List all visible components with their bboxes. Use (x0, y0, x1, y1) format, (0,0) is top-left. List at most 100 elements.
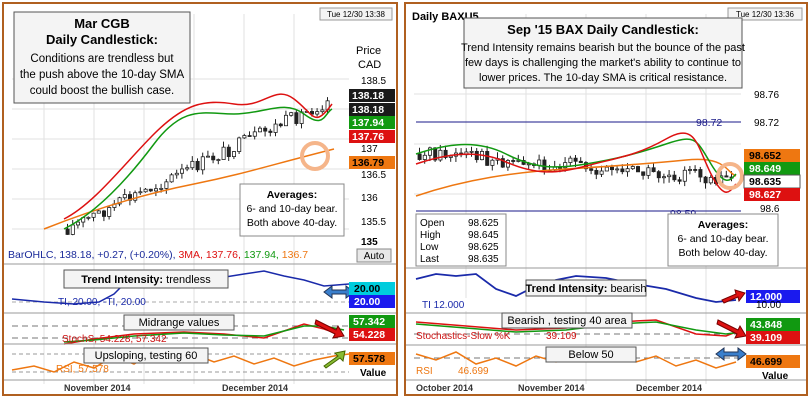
right-ohlc-high-k: High (420, 230, 441, 241)
candle-body (490, 159, 495, 166)
right-callout: Sep '15 BAX Daily Candlestick: Trend Int… (461, 17, 745, 89)
candle-body (252, 131, 257, 137)
right-ti-badge-2: 10.00 (756, 300, 781, 311)
candle-body (573, 157, 578, 162)
left-badge-4: 137.76 (352, 131, 384, 143)
left-tick-6: 135 (361, 237, 378, 248)
left-rsi-arrow-icon (323, 350, 346, 369)
left-rsi-badge: 57.578 (353, 353, 385, 365)
right-badge-4: 98.627 (749, 189, 781, 201)
left-auto-button[interactable] (356, 248, 392, 263)
left-ti-label: Trend Intensity: trendless (81, 274, 211, 286)
candle-body (568, 157, 573, 163)
left-ti-badge-1: 20.00 (354, 283, 380, 295)
candle-body (485, 151, 490, 166)
left-badge-1: 138.18 (352, 90, 384, 102)
right-ohlc-low-v: 98.625 (468, 242, 499, 253)
candle-body (86, 216, 91, 219)
candle-body (257, 127, 262, 133)
candle-body (315, 111, 320, 115)
right-chart-panel: 98.72 98.59 Daily BAXU5 Tue 12/30 13:36 … (404, 2, 808, 396)
right-stoch-badge-2: 39.109 (750, 332, 782, 344)
left-ti-state: trendless (166, 274, 211, 286)
right-ohlc-open-v: 98.625 (468, 218, 499, 229)
right-ohlc-low-k: Low (420, 242, 439, 253)
candle-body (169, 174, 174, 183)
candle-body (143, 188, 148, 193)
right-stoch-arrow-icon (716, 319, 747, 339)
right-averages-line-3: Both below 40-day. (678, 247, 767, 259)
candle-body (153, 188, 158, 192)
left-legend: BarOHLC, 138.18, +0.27, (+0.20%), 3MA, 1… (8, 249, 308, 261)
left-xlabel-1: November 2014 (64, 383, 131, 393)
right-stoch-pane: Bearish , testing 40 area Stochastics-Sl… (414, 312, 800, 344)
left-ti-pane: Trend Intensity: trendless TI, 20.00, -T… (11, 269, 395, 308)
candle-body (148, 188, 153, 192)
left-legend-ma-orange: 136.7 (282, 249, 308, 261)
candle-body (159, 187, 164, 190)
right-callout-line-3: lower prices. The 10-day SMA is critical… (479, 72, 727, 84)
right-badge-2: 98.649 (749, 163, 781, 175)
right-xlabel-3: December 2014 (636, 383, 702, 393)
candle-body (667, 174, 672, 178)
right-tick-2: 98.72 (754, 118, 779, 129)
candle-body (630, 166, 635, 170)
left-price-badges: 138.18 138.18 137.94 137.76 136.79 (349, 89, 395, 169)
left-badge-2: 138.18 (352, 104, 384, 116)
candle-body (625, 168, 630, 173)
left-rsi-readout: RSI, 57.578 (56, 364, 109, 375)
candle-body (195, 160, 200, 171)
left-stoch-d-line (63, 325, 345, 343)
left-stoch-pane: Midrange values StochS, 54.228, 57.342 5… (12, 314, 395, 345)
candle-body (677, 179, 682, 182)
right-rsi-readout: RSI (416, 366, 433, 377)
candle-body (70, 224, 75, 235)
candle-body (185, 167, 190, 170)
right-ti-label: Trend Intensity: bearish (525, 283, 646, 295)
left-sma10-line (63, 106, 333, 230)
right-ti-arrow-icon (721, 289, 746, 304)
candle-body (133, 192, 138, 201)
left-rsi-pane: Upsloping, testing 60 RSI, 57.578 57.578… (11, 347, 395, 379)
left-xlabel-2: December 2014 (222, 383, 288, 393)
left-tick-1: 138.5 (361, 76, 386, 87)
candle-body (190, 160, 195, 169)
left-ti-readout: TI, 20.00, -TI, 20.00 (58, 297, 146, 308)
candle-body (309, 111, 314, 115)
candle-body (469, 150, 474, 153)
right-ti-state: bearish (610, 283, 646, 295)
candle-body (102, 210, 107, 217)
candle-body (174, 172, 179, 176)
candle-body (216, 159, 221, 161)
right-callout-line-1: Trend Intensity remains bearish but the … (461, 42, 745, 54)
candle-body (563, 162, 568, 169)
candle-body (221, 146, 226, 160)
left-callout-title-1: Mar CGB (74, 16, 130, 31)
right-averages-line-1: Averages: (698, 219, 748, 231)
candle-body (703, 176, 708, 184)
left-candles (65, 97, 330, 236)
candle-body (646, 167, 651, 176)
candle-body (226, 146, 231, 157)
right-level-high-label: 98.72 (696, 117, 722, 129)
candle-body (474, 150, 479, 161)
candle-body (320, 109, 325, 113)
candle-body (651, 167, 656, 173)
left-timestamp: Tue 12/30 13:38 (327, 10, 386, 19)
candle-body (448, 155, 453, 158)
candle-body (247, 135, 252, 137)
left-legend-ohlc: BarOHLC, 138.18, (8, 249, 97, 261)
left-callout-line-1: Conditions are trendless but (30, 53, 174, 65)
candle-body (65, 228, 70, 235)
candle-body (164, 181, 169, 189)
candle-body (107, 207, 112, 217)
left-callout-line-2: the push above the 10-day SMA (20, 69, 185, 81)
candle-body (516, 160, 521, 162)
candle-body (661, 176, 666, 179)
right-stoch-readout: Stochastics-Slow %K (416, 331, 511, 342)
candle-body (273, 123, 278, 133)
candle-body (200, 156, 205, 171)
candle-body (615, 168, 620, 171)
candle-body (682, 169, 687, 182)
candle-body (211, 155, 216, 161)
